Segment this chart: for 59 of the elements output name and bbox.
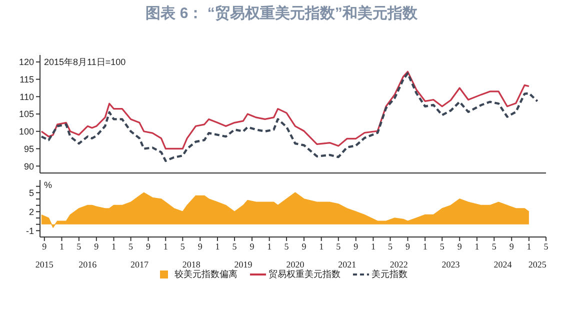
x-tick-label: 1 — [319, 241, 324, 252]
y-tick-label: 5 — [28, 188, 34, 198]
chart-title: 图表 6： “贸易权重美元指数”和美元指数 — [144, 4, 418, 23]
x-tick-label: 5 — [388, 241, 394, 252]
x-tick-label: 1 — [474, 241, 480, 252]
line-series — [40, 70, 530, 150]
x2-tick-label: 2021 — [338, 259, 356, 270]
x-tick-label: 5 — [284, 241, 290, 252]
x2-tick-label: 2018 — [182, 259, 201, 270]
x-tick-label: 5 — [128, 241, 134, 252]
x-tick-label: 5 — [76, 241, 82, 252]
x-tick-label: 1 — [422, 241, 428, 252]
y-tick-label: 2 — [28, 206, 34, 217]
x-tick-label: 9 — [94, 241, 100, 252]
y-tick-label: -1 — [26, 226, 34, 236]
x-tick-label: 9 — [198, 241, 203, 252]
y-tick-label: 120 — [18, 57, 34, 68]
x2-tick-label: 2019 — [234, 259, 253, 270]
x-tick-label: 5 — [232, 241, 238, 252]
x-tick-label: 5 — [336, 241, 342, 252]
y-tick-label: 115 — [20, 74, 34, 84]
y-tick-label: 95 — [24, 144, 34, 154]
y-tick-label: 90 — [24, 161, 34, 172]
legend-label: 美元指数 — [370, 268, 408, 281]
x-tick-label: 1 — [215, 241, 220, 252]
legend-label: 贸易权重美元指数 — [268, 268, 340, 281]
x-tick-label: 9 — [457, 241, 462, 252]
x-tick-label: 1 — [526, 241, 532, 252]
x-tick-label: 1 — [163, 241, 168, 252]
x-tick-label: 9 — [146, 241, 152, 252]
y-axis-title: % — [44, 180, 52, 190]
x-tick-label: 5 — [492, 241, 497, 252]
x2-tick-label: 2025 — [528, 259, 547, 270]
x-tick-label: 1 — [267, 241, 272, 252]
x2-tick-label: 2015 — [35, 259, 54, 270]
y-tick-label: 100 — [18, 126, 34, 137]
x-tick-label: 9 — [250, 241, 255, 252]
annotation: 2015年8月11日=100 — [44, 56, 126, 69]
x2-tick-label: 2017 — [130, 259, 149, 270]
x-tick-label: 1 — [111, 241, 116, 252]
line-series — [40, 72, 538, 162]
y-tick-label: 105 — [18, 109, 34, 120]
legend-label: 较美元指数偏离 — [174, 268, 238, 281]
x-tick-label: 5 — [544, 241, 549, 252]
x-tick-label: 1 — [59, 241, 64, 252]
x-tick-label: 9 — [302, 241, 307, 252]
x2-tick-label: 2020 — [286, 259, 305, 270]
x-tick-label: 9 — [509, 241, 514, 252]
x-tick-label: 5 — [180, 241, 186, 252]
x2-tick-label: 2023 — [442, 259, 460, 270]
x-tick-label: 5 — [440, 241, 445, 252]
x-tick-label: 1 — [370, 241, 376, 252]
x2-tick-label: 2016 — [78, 259, 98, 270]
x2-tick-label: 2024 — [494, 259, 512, 270]
x2-tick-label: 2022 — [390, 259, 408, 270]
y-tick-label: 110 — [20, 92, 34, 102]
x-tick-label: 9 — [42, 241, 48, 252]
x-tick-label: 9 — [405, 241, 410, 252]
x-tick-label: 9 — [354, 241, 359, 252]
